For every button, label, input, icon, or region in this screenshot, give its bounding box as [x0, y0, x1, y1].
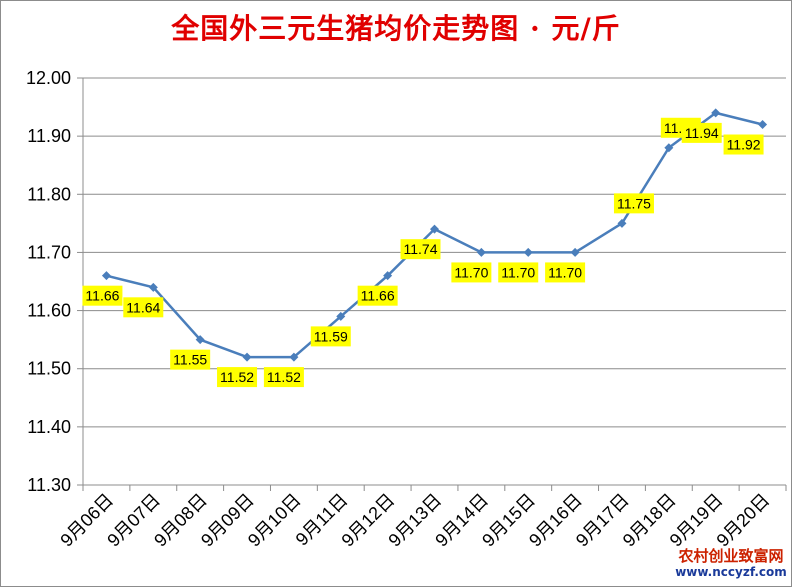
data-point: [289, 352, 299, 362]
data-point: [523, 247, 533, 257]
data-label: 11.66: [361, 288, 395, 304]
data-point: [476, 247, 486, 257]
watermark-url: www.nccyzf.com: [675, 565, 787, 579]
y-tick-label: 11.50: [27, 359, 71, 379]
site-watermark: 农村创业致富网 www.nccyzf.com: [675, 548, 787, 582]
y-tick-label: 11.60: [27, 301, 71, 321]
y-tick-label: 11.30: [27, 475, 71, 495]
data-point: [336, 311, 346, 321]
data-label-box: [82, 285, 123, 306]
data-label: 11.70: [454, 264, 488, 280]
data-label: 11.64: [126, 299, 160, 315]
data-label-box: [451, 262, 492, 283]
data-point: [242, 352, 252, 362]
data-label-box: [681, 122, 722, 143]
data-label-box: [170, 349, 211, 370]
data-point: [101, 271, 111, 281]
data-label-box: [613, 193, 654, 214]
data-label-box: [498, 262, 539, 283]
data-label-box: [400, 239, 441, 260]
data-point: [617, 218, 627, 228]
y-tick-label: 11.40: [27, 417, 71, 437]
data-point: [711, 108, 721, 118]
data-label: 11.70: [548, 264, 582, 280]
y-tick-label: 11.80: [27, 184, 71, 204]
data-label-box: [217, 367, 258, 388]
data-point: [570, 247, 580, 257]
data-point: [195, 335, 205, 345]
data-label: 11.70: [501, 264, 535, 280]
data-label: 11.52: [267, 369, 301, 385]
data-label: 11.94: [685, 125, 719, 141]
y-tick-label: 11.90: [27, 126, 71, 146]
data-label-box: [357, 285, 398, 306]
data-label-box: [263, 367, 304, 388]
data-point: [148, 282, 158, 292]
data-point: [430, 224, 439, 234]
y-tick-label: 12.00: [26, 68, 71, 88]
data-label-box: [123, 297, 164, 318]
data-label: 11.59: [314, 328, 348, 344]
data-label-box: [310, 326, 351, 347]
watermark-site-name: 农村创业致富网: [678, 547, 784, 565]
series-line: [106, 111, 763, 359]
y-tick-label: 11.70: [27, 242, 71, 262]
data-label-box: [723, 134, 764, 155]
data-label: 11.75: [617, 195, 651, 211]
data-point: [664, 143, 674, 153]
chart-title: 全国外三元生猪均价走势图 · 元/斤: [171, 12, 621, 45]
data-label-box: [545, 262, 586, 283]
data-point: [383, 271, 393, 281]
data-point: [758, 120, 768, 130]
x-tick-label: 9月10日: [244, 490, 305, 551]
data-label: 11.66: [85, 288, 119, 304]
data-label: 11.52: [220, 369, 254, 385]
x-tick-label: 9月20日: [713, 490, 774, 551]
data-label: 11.92: [727, 137, 761, 153]
data-label: 11.55: [173, 352, 207, 368]
data-label: 11.74: [404, 241, 438, 257]
